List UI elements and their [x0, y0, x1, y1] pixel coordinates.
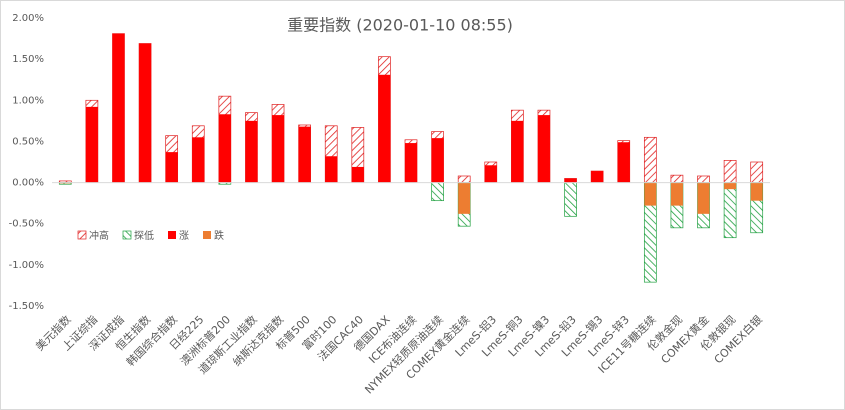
- bar: [405, 143, 417, 183]
- bar: [165, 152, 178, 183]
- y-tick-label: 1.00%: [12, 95, 44, 106]
- bar: [431, 138, 444, 183]
- bar: [750, 182, 763, 201]
- bar: [723, 182, 737, 239]
- bar: [750, 161, 764, 183]
- bar: [564, 182, 577, 217]
- bar: [697, 182, 710, 214]
- bar: [697, 175, 710, 183]
- y-tick-label: -1.50%: [9, 301, 44, 312]
- bar: [85, 106, 98, 183]
- bar: [724, 182, 737, 190]
- bar: [298, 126, 311, 183]
- bar: [325, 156, 338, 183]
- legend-swatch: [203, 231, 211, 239]
- y-tick-label: -1.00%: [9, 260, 44, 271]
- bar: [245, 120, 258, 183]
- bar: [192, 137, 205, 183]
- legend-label: 跌: [214, 229, 224, 242]
- legend-label: 探低: [134, 229, 154, 242]
- legend-swatch: [77, 230, 87, 240]
- bar: [351, 166, 364, 183]
- bar: [484, 165, 497, 183]
- bar: [644, 182, 657, 206]
- bar: [378, 74, 391, 183]
- bar: [511, 120, 524, 183]
- bar: [272, 115, 285, 183]
- bar: [431, 182, 444, 202]
- bar: [457, 175, 471, 183]
- y-tick-label: 0.00%: [12, 178, 44, 189]
- legend-swatch: [168, 231, 176, 239]
- legend-label: 冲高: [89, 229, 109, 242]
- y-tick-label: -0.50%: [9, 219, 44, 230]
- chart-title: 重要指数 (2020-01-10 08:55): [287, 16, 513, 35]
- y-tick-label: 0.50%: [12, 136, 44, 147]
- legend-swatch: [122, 230, 132, 240]
- y-tick-label: 2.00%: [12, 13, 44, 24]
- y-tick-label: 1.50%: [12, 54, 44, 65]
- bar: [139, 43, 152, 183]
- bar: [218, 114, 231, 183]
- bar: [564, 178, 577, 183]
- bar: [670, 182, 683, 206]
- bar: [591, 171, 604, 183]
- bar: [458, 182, 471, 214]
- legend-label: 涨: [179, 230, 189, 242]
- bar: [670, 174, 684, 183]
- bar: [643, 136, 657, 183]
- bar: [537, 115, 550, 183]
- bar: [112, 33, 125, 183]
- bar: [723, 160, 737, 183]
- bar: [617, 142, 630, 183]
